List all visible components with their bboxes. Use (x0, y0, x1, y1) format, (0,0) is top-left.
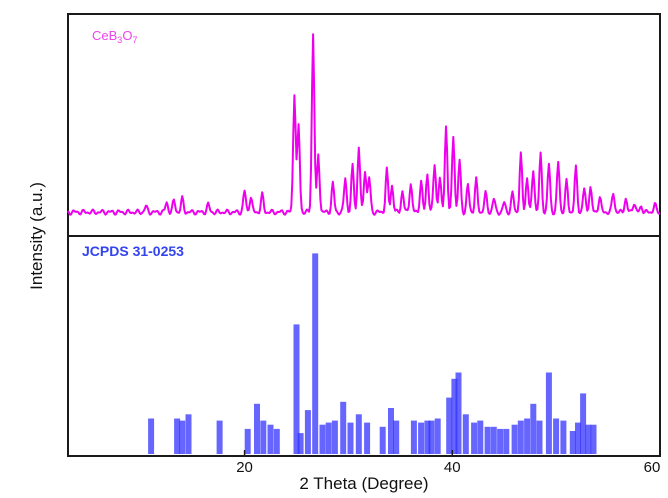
reference-bar-36 (490, 426, 497, 454)
ceb3o7-pattern-line (67, 33, 661, 216)
reference-bar-5 (244, 428, 251, 454)
reference-bar-10 (293, 324, 300, 454)
reference-bar-23 (393, 420, 400, 454)
reference-bar-30 (451, 378, 458, 454)
reference-bar-41 (524, 418, 531, 454)
reference-bar-38 (503, 428, 510, 454)
reference-bar-27 (428, 420, 435, 454)
reference-bar-16 (331, 420, 338, 454)
reference-bar-11 (297, 433, 304, 454)
reference-bar-47 (569, 431, 576, 454)
reference-bar-19 (355, 414, 362, 454)
reference-bar-6 (254, 403, 260, 454)
reference-bar-3 (185, 414, 192, 454)
reference-bar-14 (319, 424, 326, 454)
reference-bar-26 (424, 420, 431, 454)
x-tick-label-20: 20 (236, 459, 253, 476)
reference-bar-24 (410, 420, 417, 454)
reference-bar-29 (446, 397, 453, 454)
reference-bar-1 (174, 418, 181, 454)
bottom-panel-frame (67, 235, 661, 457)
reference-bar-22 (388, 408, 394, 454)
reference-bar-44 (545, 372, 552, 454)
reference-bar-7 (260, 420, 267, 454)
x-axis-label: 2 Theta (Degree) (299, 474, 428, 493)
top-panel-frame (67, 13, 661, 237)
reference-bar-35 (484, 426, 491, 454)
ceb3o7-label: CeB3O7 (92, 28, 137, 45)
reference-bar-39 (511, 424, 518, 454)
reference-bar-12 (304, 410, 311, 454)
reference-bar-37 (497, 428, 504, 454)
jcpds-series (148, 253, 597, 455)
reference-bar-33 (471, 422, 478, 454)
reference-bar-49 (580, 393, 587, 454)
ceb3o7-series (67, 33, 661, 216)
reference-bar-45 (553, 418, 560, 454)
reference-bar-28 (434, 418, 441, 454)
reference-bar-51 (590, 424, 597, 454)
reference-bar-43 (536, 420, 543, 454)
x-tick-label-60: 60 (644, 459, 661, 476)
reference-bar-40 (517, 420, 524, 454)
reference-bar-2 (179, 420, 186, 454)
reference-bar-25 (418, 422, 425, 454)
reference-bar-4 (216, 420, 223, 454)
reference-bar-0 (148, 418, 155, 454)
reference-bar-8 (267, 424, 274, 454)
reference-bar-42 (530, 403, 537, 454)
reference-bar-20 (364, 422, 371, 454)
reference-bar-9 (273, 428, 280, 454)
reference-bar-34 (477, 420, 484, 454)
reference-bar-50 (585, 424, 592, 454)
reference-bar-32 (462, 414, 469, 454)
y-axis-label: Intensity (a.u.) (27, 182, 46, 290)
reference-bar-21 (379, 426, 386, 454)
reference-bar-18 (347, 422, 354, 454)
reference-bar-31 (455, 372, 462, 454)
jcpds-label: JCPDS 31-0253 (82, 243, 184, 259)
x-axis-ticks: 20 40 60 (236, 450, 661, 476)
reference-bar-46 (560, 420, 567, 454)
reference-bar-17 (340, 401, 347, 455)
reference-bar-48 (575, 422, 581, 454)
x-tick-label-40: 40 (444, 459, 461, 476)
reference-bar-15 (325, 422, 332, 454)
reference-bar-13 (312, 253, 319, 454)
